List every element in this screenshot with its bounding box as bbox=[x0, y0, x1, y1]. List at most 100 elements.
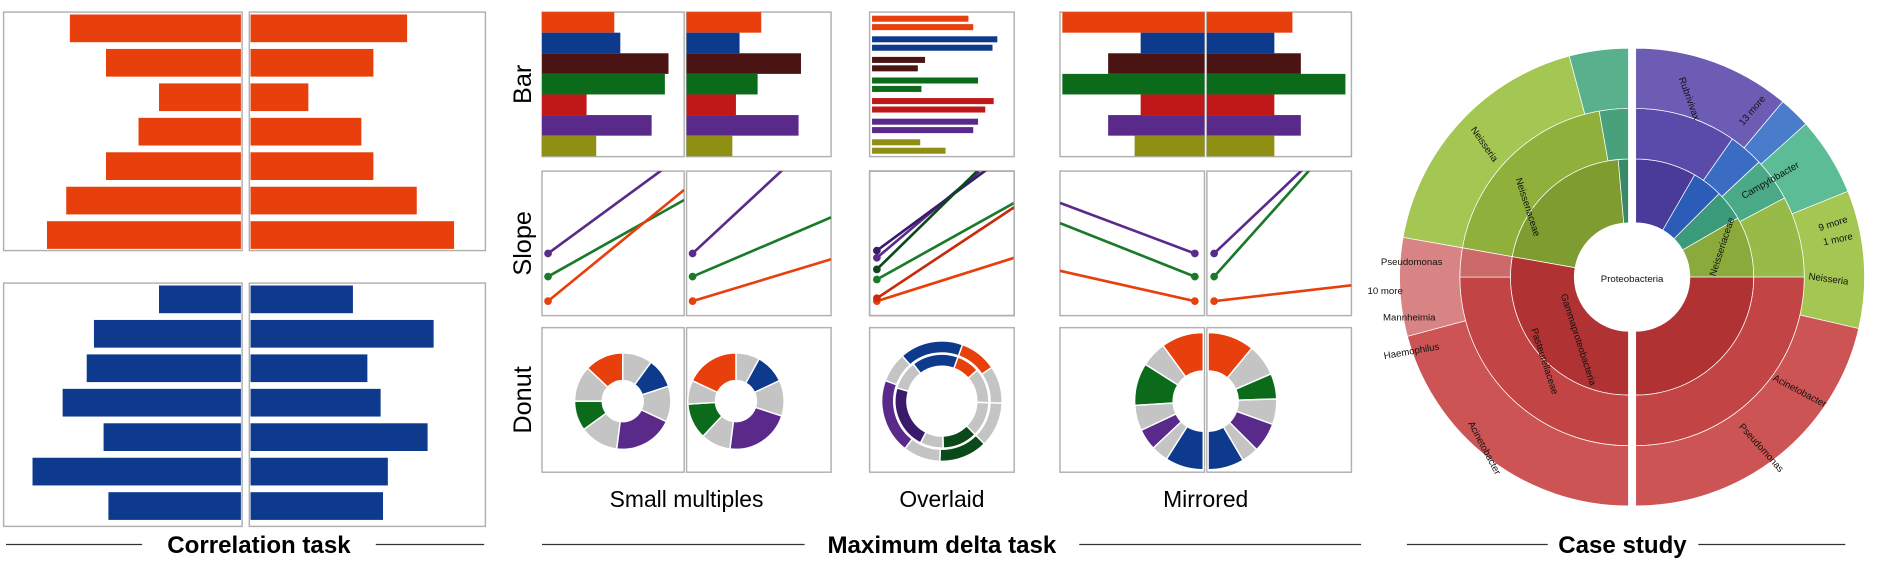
slope-panel bbox=[544, 171, 685, 306]
bar bbox=[1062, 12, 1205, 33]
bar bbox=[872, 65, 918, 72]
bar bbox=[542, 32, 621, 54]
slope-dot bbox=[1210, 249, 1218, 258]
bar bbox=[872, 118, 979, 125]
sunburst-label: Pseudomonas bbox=[1381, 257, 1443, 268]
bar bbox=[1134, 135, 1205, 157]
slope-line bbox=[876, 206, 1015, 300]
donut-segment bbox=[1207, 426, 1245, 471]
slope-line bbox=[1213, 171, 1304, 255]
bar bbox=[250, 152, 374, 180]
bar bbox=[686, 32, 740, 54]
bar bbox=[872, 127, 974, 134]
bar bbox=[158, 83, 241, 112]
bar bbox=[32, 457, 241, 486]
bar bbox=[250, 117, 362, 146]
slope-line bbox=[692, 216, 832, 278]
bar bbox=[250, 83, 309, 112]
slope-line bbox=[547, 198, 685, 278]
slope-dot bbox=[1210, 272, 1218, 281]
slope-dot bbox=[688, 272, 697, 281]
donut-segment bbox=[901, 340, 964, 366]
row-label: Slope bbox=[509, 211, 537, 276]
slope-line bbox=[1059, 201, 1196, 255]
column-label: Small multiples bbox=[610, 486, 764, 512]
bar bbox=[872, 24, 974, 31]
slope-dot bbox=[688, 297, 697, 306]
panel-frame bbox=[1206, 170, 1353, 317]
panel-frame bbox=[248, 11, 487, 252]
bar bbox=[1062, 73, 1205, 95]
slope-line bbox=[547, 171, 663, 255]
bar bbox=[872, 56, 926, 63]
slope-dot bbox=[688, 249, 697, 258]
panel-frame bbox=[2, 11, 243, 252]
bar bbox=[872, 15, 969, 22]
bar bbox=[542, 135, 597, 157]
donut-segment bbox=[912, 353, 959, 375]
bar bbox=[108, 492, 241, 520]
slope-dot bbox=[873, 253, 881, 262]
slope-line bbox=[876, 201, 1015, 281]
slope-line bbox=[691, 171, 784, 255]
slope-line bbox=[876, 171, 987, 252]
slope-line bbox=[1213, 283, 1352, 303]
bar bbox=[1108, 53, 1205, 74]
bar bbox=[686, 94, 736, 116]
row-label: Bar bbox=[509, 65, 537, 104]
slope-dot bbox=[544, 297, 552, 306]
bar bbox=[250, 423, 428, 451]
sunburst-label: Mannheimia bbox=[1383, 313, 1436, 324]
row-label: Donut bbox=[509, 366, 537, 433]
bar bbox=[872, 106, 986, 113]
slope-dot bbox=[1190, 249, 1199, 258]
slope-line bbox=[1059, 269, 1196, 303]
panel-frame bbox=[2, 282, 243, 528]
bar bbox=[872, 77, 979, 84]
bar bbox=[1206, 73, 1346, 95]
slope-line bbox=[875, 171, 980, 271]
slope-line bbox=[876, 256, 1015, 303]
bar bbox=[250, 388, 381, 417]
panel-frame bbox=[868, 326, 1015, 473]
donut-segment bbox=[691, 352, 737, 394]
slope-dot bbox=[1210, 297, 1218, 306]
bar bbox=[105, 152, 241, 180]
panel-frame bbox=[868, 11, 1015, 158]
slope-dot bbox=[873, 246, 881, 255]
donut-segment bbox=[586, 352, 624, 389]
bar bbox=[1206, 53, 1301, 74]
sunburst-segment bbox=[1568, 47, 1629, 115]
sunburst-label: Proteobacteria bbox=[1601, 274, 1664, 285]
panel-frame bbox=[685, 326, 832, 473]
bar bbox=[1140, 32, 1205, 54]
slope-dot bbox=[873, 275, 881, 284]
panel-frame bbox=[541, 170, 685, 317]
bar bbox=[872, 98, 994, 105]
slope-dot bbox=[1190, 297, 1199, 306]
slope-dot bbox=[873, 294, 881, 303]
bar bbox=[103, 423, 241, 451]
bar bbox=[69, 14, 241, 43]
slope-line bbox=[1213, 171, 1311, 278]
slope-dot bbox=[544, 249, 552, 258]
bar bbox=[1206, 12, 1293, 33]
bar bbox=[250, 221, 455, 249]
bar bbox=[250, 492, 384, 520]
bar bbox=[250, 354, 368, 383]
bar bbox=[66, 186, 241, 215]
bar bbox=[542, 53, 669, 74]
slope-panel bbox=[1059, 201, 1199, 306]
sunburst-segment bbox=[1635, 314, 1860, 507]
donut-segment bbox=[729, 406, 783, 451]
donut-segment bbox=[1165, 425, 1205, 471]
bar bbox=[1108, 115, 1205, 136]
bar bbox=[686, 53, 801, 74]
slope-dot bbox=[873, 265, 881, 274]
panel-frame bbox=[541, 326, 685, 473]
section-title: Correlation task bbox=[167, 532, 351, 559]
slope-panel bbox=[688, 171, 832, 306]
bar bbox=[1140, 94, 1205, 116]
